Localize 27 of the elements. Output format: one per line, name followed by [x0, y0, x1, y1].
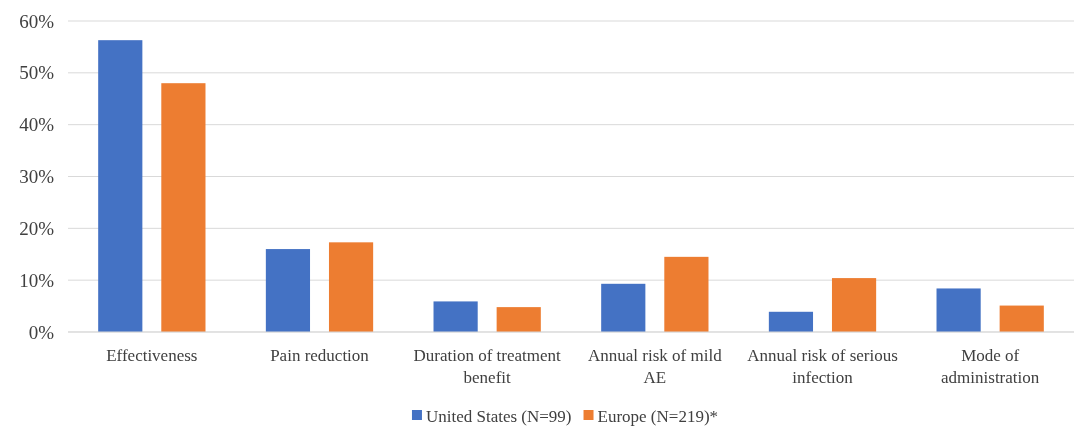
x-tick-label: Pain reduction	[270, 346, 370, 365]
bar	[433, 301, 478, 332]
bar	[496, 307, 541, 332]
y-tick-label: 0%	[28, 321, 55, 343]
bar	[664, 256, 709, 332]
bar	[936, 288, 981, 332]
bar	[98, 40, 143, 332]
bar	[831, 278, 877, 332]
y-tick-label: 60%	[19, 10, 55, 32]
x-tick-label: Annual risk of mild AE	[588, 346, 723, 387]
x-tick-label: Mode of administration	[941, 346, 1040, 387]
y-tick-label: 40%	[19, 114, 55, 136]
bar	[601, 283, 646, 332]
bar	[265, 249, 311, 332]
bar	[768, 311, 814, 332]
legend-label: United States (N=99)	[425, 406, 572, 426]
bar	[161, 83, 206, 332]
bar	[999, 305, 1044, 332]
x-tick-label: Duration of treatment benefit	[413, 346, 562, 387]
bar	[328, 242, 374, 332]
legend-label: Europe (N=219)*	[597, 406, 719, 426]
y-tick-label: 20%	[19, 217, 55, 239]
y-tick-label: 50%	[19, 62, 55, 84]
x-tick-label: Effectiveness	[106, 346, 198, 365]
y-tick-label: 10%	[19, 269, 55, 291]
y-tick-label: 30%	[19, 166, 55, 188]
x-tick-label: Annual risk of serious infection	[747, 346, 898, 387]
